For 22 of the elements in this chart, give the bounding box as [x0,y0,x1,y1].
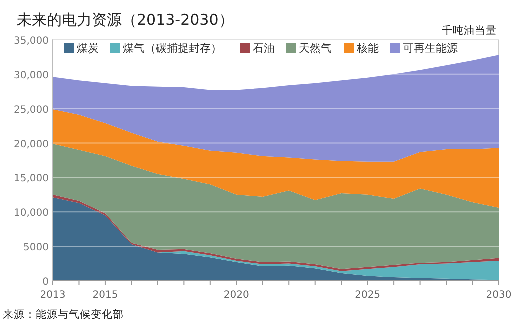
y-axis-title: 千吨油当量 [442,24,497,37]
legend-label: 煤炭 [77,42,99,55]
y-tick-label: 30,000 [14,70,49,82]
y-tick-label: 5000 [24,242,49,254]
legend-label: 天然气 [299,42,332,55]
x-tick-label: 2013 [40,290,66,301]
legend-label: 煤气（碳捕捉封存） [123,42,222,55]
legend-label: 核能 [356,42,379,55]
legend-label: 可再生能源 [403,42,458,55]
legend-label: 石油 [253,42,275,55]
y-tick-label: 20,000 [14,139,49,150]
x-tick-label: 2030 [486,290,512,301]
x-tick-label: 2020 [224,290,250,301]
chart-title: 未来的电力资源（2013-2030） [17,11,234,29]
y-tick-label: 35,000 [14,36,49,47]
y-tick-label: 15,000 [14,174,49,185]
x-tick-label: 2025 [355,290,381,301]
source-note: 来源：能源与气候变化部 [3,308,124,321]
y-tick-label: 0 [42,277,49,288]
y-tick-label: 10,000 [14,208,49,220]
x-tick-label: 2015 [92,290,118,301]
y-tick-label: 25,000 [14,104,49,116]
